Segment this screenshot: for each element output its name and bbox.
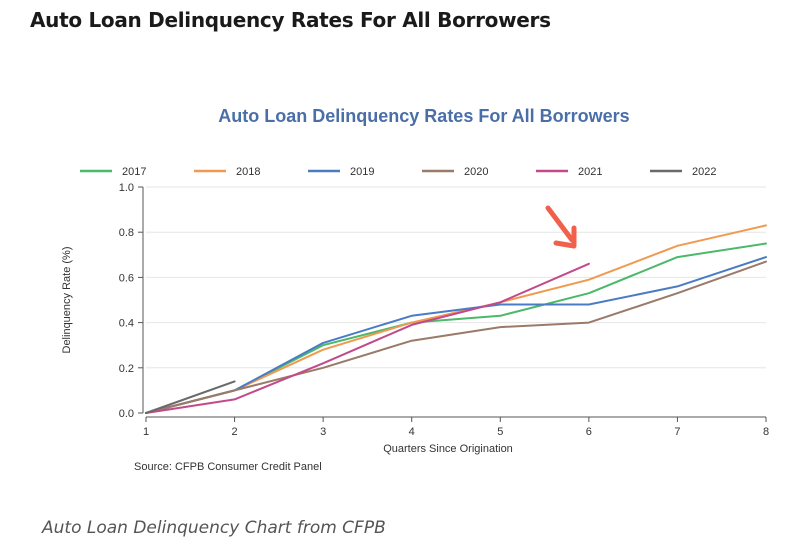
series-line-2022 xyxy=(145,380,236,414)
page-heading: Auto Loan Delinquency Rates For All Borr… xyxy=(30,8,551,32)
legend-label-2021: 2021 xyxy=(578,166,602,178)
y-tick-label-0.4: 0.4 xyxy=(119,318,134,330)
legend-label-2017: 2017 xyxy=(122,166,146,178)
x-tick-label-6: 6 xyxy=(586,426,592,438)
x-axis-label: Quarters Since Origination xyxy=(383,443,513,455)
x-tick-label-2: 2 xyxy=(232,426,238,438)
y-tick-label-0.0: 0.0 xyxy=(119,408,134,420)
x-tick-label-8: 8 xyxy=(763,426,769,438)
y-tick-label-1.0: 1.0 xyxy=(119,182,134,194)
x-tick-label-5: 5 xyxy=(497,426,503,438)
x-tick-label-7: 7 xyxy=(674,426,680,438)
legend-label-2022: 2022 xyxy=(692,166,716,178)
legend-label-2019: 2019 xyxy=(350,166,374,178)
figure-caption: Auto Loan Delinquency Chart from CFPB xyxy=(42,518,386,538)
x-tick-label-3: 3 xyxy=(320,426,326,438)
axes: 0.0 0.2 0.4 0.6 0.8 1.0 1 2 3 4 5 6 7 8 xyxy=(119,182,769,438)
legend-label-2020: 2020 xyxy=(464,166,488,178)
y-tick-label-0.2: 0.2 xyxy=(119,363,134,375)
annotation-arrow xyxy=(545,205,577,249)
y-tick-label-0.6: 0.6 xyxy=(119,272,134,284)
legend-label-2018: 2018 xyxy=(236,166,260,178)
x-tick-label-1: 1 xyxy=(143,426,149,438)
source-note: Source: CFPB Consumer Credit Panel xyxy=(134,461,322,473)
series-line-2020 xyxy=(145,260,767,414)
gridlines xyxy=(146,186,766,369)
chart-legend: 2017 2018 2019 2020 2021 2022 xyxy=(80,166,716,178)
series-lines xyxy=(145,224,767,414)
y-axis-label: Delinquency Rate (%) xyxy=(61,247,73,354)
y-tick-label-0.8: 0.8 xyxy=(119,227,134,239)
series-line-2021 xyxy=(145,262,590,414)
series-line-2019 xyxy=(145,256,767,414)
chart-title: Auto Loan Delinquency Rates For All Borr… xyxy=(218,106,629,126)
x-tick-label-4: 4 xyxy=(409,426,415,438)
